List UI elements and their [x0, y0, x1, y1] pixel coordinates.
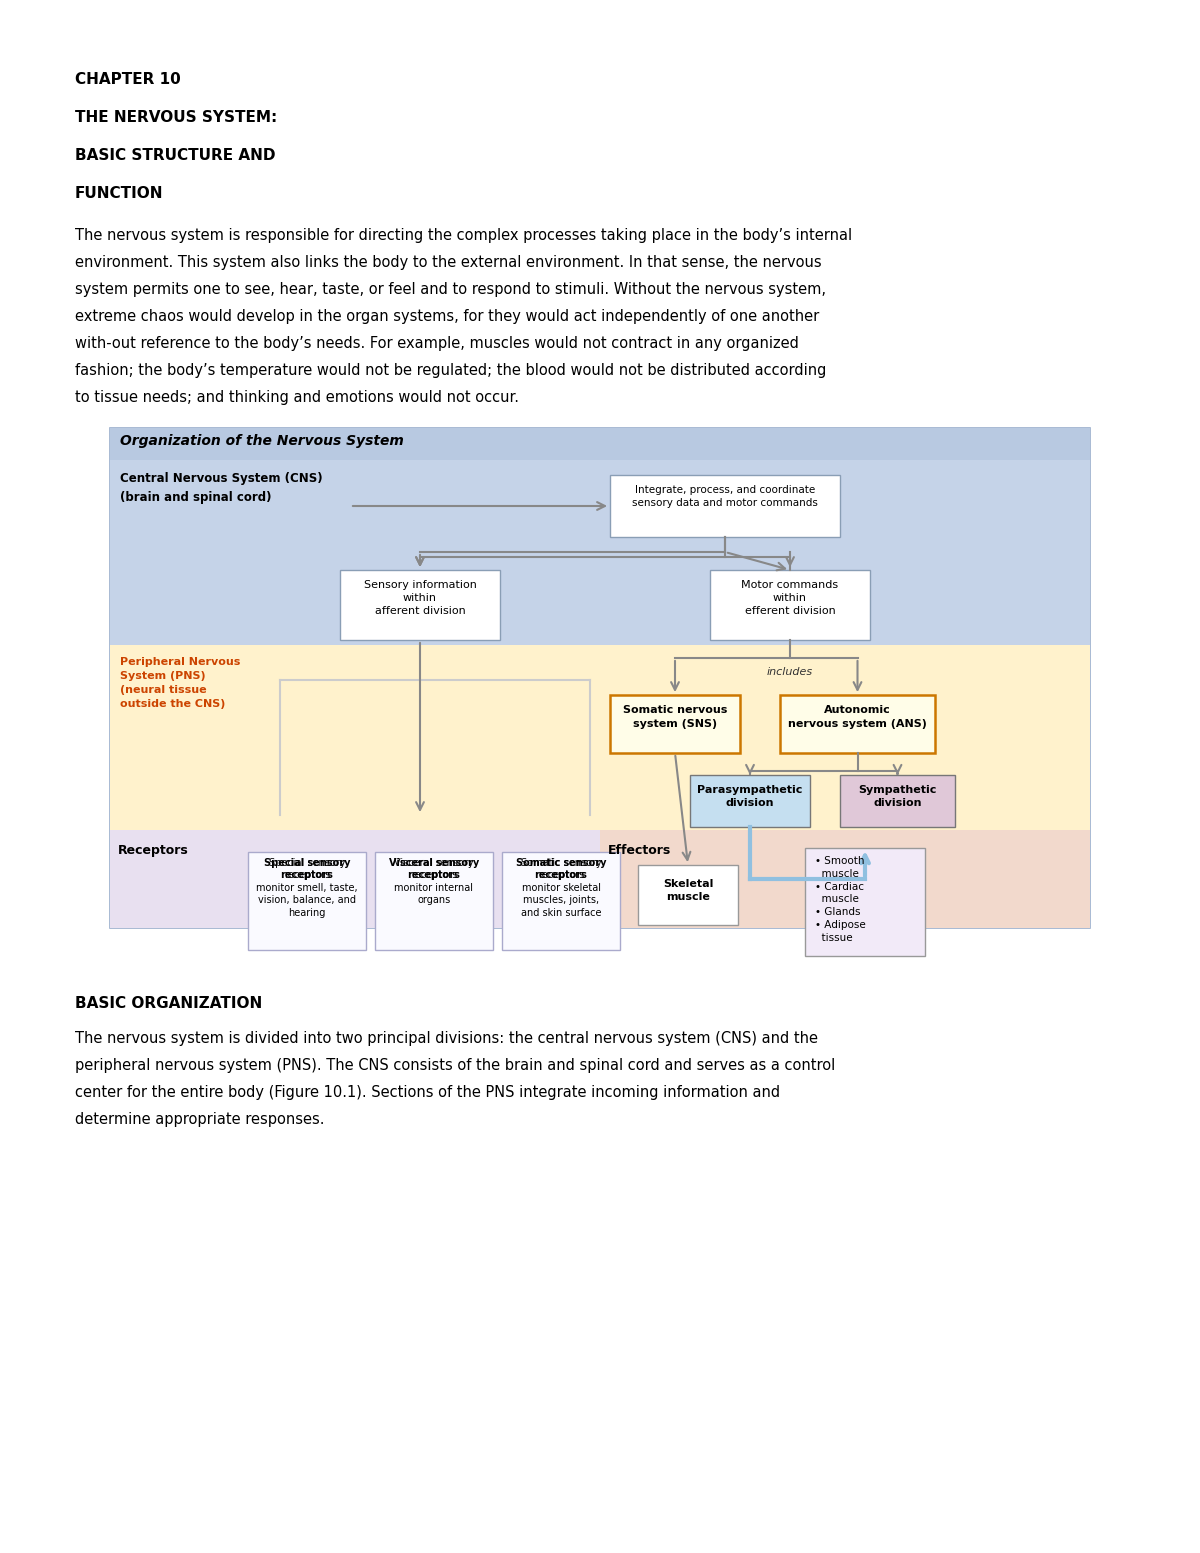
Text: BASIC ORGANIZATION: BASIC ORGANIZATION	[74, 995, 263, 1011]
Text: Somatic sensory
receptors
monitor skeletal
muscles, joints,
and skin surface: Somatic sensory receptors monitor skelet…	[521, 857, 601, 918]
Text: determine appropriate responses.: determine appropriate responses.	[74, 1112, 324, 1127]
FancyBboxPatch shape	[840, 775, 955, 828]
Text: includes: includes	[767, 666, 814, 677]
Text: center for the entire body (Figure 10.1). Sections of the PNS integrate incoming: center for the entire body (Figure 10.1)…	[74, 1086, 780, 1100]
Text: FUNCTION: FUNCTION	[74, 186, 163, 200]
Text: Organization of the Nervous System: Organization of the Nervous System	[120, 433, 404, 447]
FancyBboxPatch shape	[600, 829, 1090, 929]
Text: Visceral sensory
receptors: Visceral sensory receptors	[389, 857, 479, 881]
Text: Sensory information
within
afferent division: Sensory information within afferent divi…	[364, 579, 476, 617]
Text: Visceral sensory
receptors
monitor internal
organs: Visceral sensory receptors monitor inter…	[394, 857, 474, 905]
Text: CHAPTER 10: CHAPTER 10	[74, 71, 181, 87]
Text: Central Nervous System (CNS)
(brain and spinal cord): Central Nervous System (CNS) (brain and …	[120, 472, 323, 505]
Text: BASIC STRUCTURE AND: BASIC STRUCTURE AND	[74, 148, 276, 163]
Text: Special sensory
receptors
monitor smell, taste,
vision, balance, and
hearing: Special sensory receptors monitor smell,…	[256, 857, 358, 918]
FancyBboxPatch shape	[248, 853, 366, 950]
Text: THE NERVOUS SYSTEM:: THE NERVOUS SYSTEM:	[74, 110, 277, 124]
FancyBboxPatch shape	[110, 429, 1090, 929]
FancyBboxPatch shape	[610, 475, 840, 537]
FancyBboxPatch shape	[110, 829, 600, 929]
FancyBboxPatch shape	[340, 570, 500, 640]
Text: Integrate, process, and coordinate
sensory data and motor commands: Integrate, process, and coordinate senso…	[632, 485, 818, 508]
FancyBboxPatch shape	[374, 853, 493, 950]
Text: environment. This system also links the body to the external environment. In tha: environment. This system also links the …	[74, 255, 822, 270]
FancyBboxPatch shape	[502, 853, 620, 950]
Text: Motor commands
within
efferent division: Motor commands within efferent division	[742, 579, 839, 617]
Text: Autonomic
nervous system (ANS): Autonomic nervous system (ANS)	[788, 705, 926, 728]
Text: with-out reference to the body’s needs. For example, muscles would not contract : with-out reference to the body’s needs. …	[74, 335, 799, 351]
Text: to tissue needs; and thinking and emotions would not occur.: to tissue needs; and thinking and emotio…	[74, 390, 520, 405]
FancyBboxPatch shape	[110, 429, 1090, 460]
Text: Effectors: Effectors	[608, 843, 671, 857]
FancyBboxPatch shape	[110, 644, 1090, 829]
Text: Somatic nervous
system (SNS): Somatic nervous system (SNS)	[623, 705, 727, 728]
Text: Receptors: Receptors	[118, 843, 188, 857]
Text: Parasympathetic
division: Parasympathetic division	[697, 784, 803, 808]
Text: Peripheral Nervous
System (PNS)
(neural tissue
outside the CNS): Peripheral Nervous System (PNS) (neural …	[120, 657, 240, 710]
FancyBboxPatch shape	[110, 460, 1090, 644]
FancyBboxPatch shape	[710, 570, 870, 640]
Text: Special sensory
receptors: Special sensory receptors	[264, 857, 350, 881]
Text: The nervous system is responsible for directing the complex processes taking pla: The nervous system is responsible for di…	[74, 228, 852, 242]
Text: Sympathetic
division: Sympathetic division	[858, 784, 937, 808]
Text: system permits one to see, hear, taste, or feel and to respond to stimuli. Witho: system permits one to see, hear, taste, …	[74, 283, 826, 297]
Text: extreme chaos would develop in the organ systems, for they would act independent: extreme chaos would develop in the organ…	[74, 309, 820, 325]
Text: Somatic sensory
receptors: Somatic sensory receptors	[516, 857, 606, 881]
FancyBboxPatch shape	[638, 865, 738, 926]
Text: fashion; the body’s temperature would not be regulated; the blood would not be d: fashion; the body’s temperature would no…	[74, 363, 827, 377]
Text: Skeletal
muscle: Skeletal muscle	[662, 879, 713, 902]
Text: The nervous system is divided into two principal divisions: the central nervous : The nervous system is divided into two p…	[74, 1031, 818, 1047]
FancyBboxPatch shape	[690, 775, 810, 828]
FancyBboxPatch shape	[780, 696, 935, 753]
FancyBboxPatch shape	[805, 848, 925, 957]
FancyBboxPatch shape	[610, 696, 740, 753]
Text: • Smooth
  muscle
• Cardiac
  muscle
• Glands
• Adipose
  tissue: • Smooth muscle • Cardiac muscle • Gland…	[815, 856, 865, 943]
Text: peripheral nervous system (PNS). The CNS consists of the brain and spinal cord a: peripheral nervous system (PNS). The CNS…	[74, 1058, 835, 1073]
